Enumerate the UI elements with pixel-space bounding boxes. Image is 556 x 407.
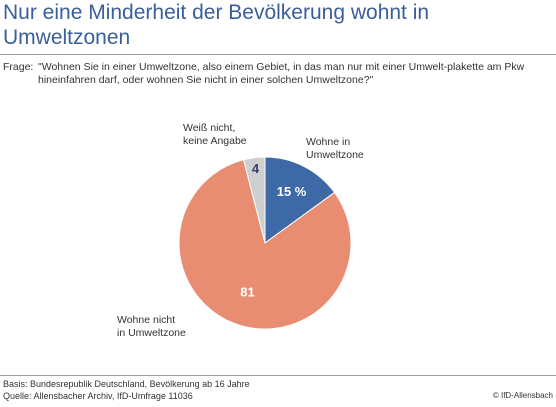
header-divider bbox=[0, 54, 556, 55]
pie-labels: 15 % 81 4 Wohne in Umweltzone Wohne nicht in U… bbox=[117, 122, 364, 339]
slice-value-label: 15 % bbox=[277, 184, 307, 199]
slice-category-label: Wohne in Umweltzone bbox=[306, 136, 364, 161]
slice-category-label: Weiß nicht, keine Angabe bbox=[183, 122, 247, 147]
pie-slice bbox=[264, 156, 336, 244]
pie-slice bbox=[178, 159, 352, 330]
copyright: © IfD-Allensbach bbox=[492, 391, 553, 400]
footer: Basis: Bundesrepublik Deutschland, Bevöl… bbox=[3, 379, 250, 402]
footer-basis: Basis: Bundesrepublik Deutschland, Bevöl… bbox=[3, 379, 250, 389]
footer-quelle: Quelle: Allensbacher Archiv, IfD-Umfrage… bbox=[3, 390, 193, 401]
question-text: "Wohnen Sie in einer Umweltzone, also ei… bbox=[38, 61, 525, 86]
slice-value-label: 81 bbox=[240, 285, 254, 300]
chart-title: Nur eine Minderheit der Bevölkerung wohn… bbox=[3, 1, 430, 49]
question-label: Frage: bbox=[3, 61, 34, 73]
footer-divider bbox=[0, 375, 556, 376]
pie-slice bbox=[243, 156, 266, 244]
slice-value-label: 4 bbox=[252, 161, 260, 176]
slice-category-label: Wohne nicht in Umweltzone bbox=[117, 314, 186, 339]
pie-slices bbox=[178, 156, 352, 330]
